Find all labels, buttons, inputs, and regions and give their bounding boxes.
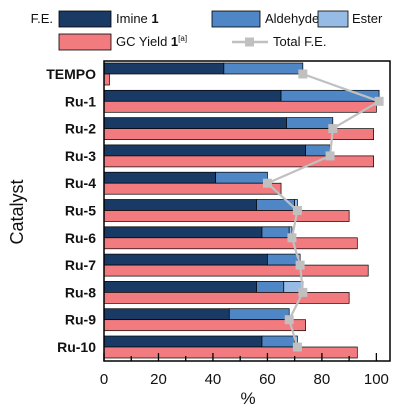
bar-aldehyde-ru-2 (286, 117, 334, 129)
bar-imine-ru-3 (103, 144, 306, 157)
plot-frame (103, 60, 391, 362)
x-tick-label-100: 100 (364, 371, 389, 388)
category-label-ru-8: Ru-8 (65, 284, 96, 300)
total-fe-marker-ru-2 (328, 124, 338, 134)
total-fe-marker-tempo (298, 69, 308, 79)
bar-imine-ru-10 (103, 335, 263, 348)
x-tick-label-0: 0 (100, 371, 108, 388)
bar-imine-ru-5 (103, 199, 257, 211)
bar-gc-yield-ru-5 (103, 210, 350, 222)
x-tick-label-60: 60 (259, 371, 276, 388)
bar-aldehyde-ru-9 (228, 308, 290, 321)
bar-gc-yield-ru-6 (103, 237, 358, 250)
bar-aldehyde-ru-10 (261, 335, 296, 348)
category-label-ru-3: Ru-3 (65, 148, 96, 164)
bar-gc-yield-ru-4 (103, 182, 282, 195)
total-fe-marker-ru-8 (298, 287, 308, 297)
bar-imine-ru-2 (103, 117, 287, 129)
bar-imine-ru-6 (103, 226, 263, 239)
legend-swatch-aldehyde (211, 10, 261, 28)
legend-swatch-gc (58, 33, 112, 51)
total-fe-marker-ru-6 (287, 233, 297, 243)
bar-aldehyde-ru-6 (261, 226, 290, 239)
total-fe-marker-ru-5 (292, 206, 302, 215)
legend-swatch-ester (317, 10, 349, 28)
bar-gc-yield-ru-7 (103, 264, 369, 277)
bar-aldehyde-ru-5 (256, 199, 296, 211)
legend-label-ester: Ester (352, 11, 383, 26)
x-tick-label-80: 80 (314, 371, 331, 388)
category-label-ru-7: Ru-7 (65, 257, 96, 273)
legend-label-imine: Imine 1 (116, 11, 159, 26)
total-fe-marker-ru-9 (284, 315, 294, 325)
category-label-ru-1: Ru-1 (65, 93, 96, 109)
bar-imine-ru-9 (103, 308, 230, 321)
bar-gc-yield-ru-8 (103, 292, 350, 304)
bar-aldehyde-ru-4 (215, 171, 268, 184)
total-fe-marker-ru-3 (325, 151, 335, 161)
bar-aldehyde-ru-8 (256, 281, 285, 293)
total-fe-marker-ru-10 (292, 342, 302, 352)
bar-aldehyde-ru-7 (267, 253, 298, 266)
legend-marker-total (245, 37, 254, 47)
bar-imine-ru-7 (103, 253, 268, 266)
bar-aldehyde-tempo (223, 62, 304, 75)
x-axis-title: % (240, 389, 255, 408)
bar-gc-yield-ru-1 (103, 100, 377, 113)
legend-label-gc: GC Yield 1[a] (116, 34, 187, 49)
category-label-tempo: TEMPO (46, 66, 96, 82)
bar-imine-tempo (103, 62, 225, 75)
legend-swatch-imine (58, 10, 112, 28)
legend: F.E. Imine 1 Aldehyde Ester GC Yield 1[a… (31, 10, 383, 51)
category-label-ru-5: Ru-5 (65, 203, 96, 219)
legend-label-total: Total F.E. (273, 34, 326, 49)
total-fe-marker-ru-7 (295, 260, 305, 270)
total-fe-marker-ru-4 (262, 178, 272, 188)
bar-imine-ru-8 (103, 281, 257, 293)
bar-imine-ru-4 (103, 171, 217, 184)
bar-imine-ru-1 (103, 89, 282, 102)
bar-gc-yield-ru-9 (103, 319, 306, 332)
x-axis-ticks: 0 20 40 60 80 100 (100, 353, 389, 388)
category-label-ru-10: Ru-10 (57, 339, 96, 355)
bar-gc-yield-tempo (103, 73, 110, 86)
x-tick-label-20: 20 (150, 371, 167, 388)
legend-label-aldehyde: Aldehyde (265, 11, 319, 26)
total-fe-marker-ru-1 (374, 96, 384, 106)
bar-gc-yield-ru-10 (103, 346, 358, 359)
total-fe-line (262, 69, 384, 352)
x-tick-label-40: 40 (205, 371, 222, 388)
bars (103, 62, 380, 359)
category-label-ru-6: Ru-6 (65, 230, 96, 246)
category-label-ru-9: Ru-9 (65, 312, 96, 328)
category-label-ru-2: Ru-2 (65, 121, 96, 137)
category-labels: TEMPO Ru-1 Ru-2 Ru-3 Ru-4 Ru-5 Ru-6 Ru-7 Ru-8 Ru-… (46, 66, 96, 355)
category-label-ru-4: Ru-4 (65, 175, 96, 191)
y-axis-title: Catalyst (7, 179, 27, 244)
legend-prefix: F.E. (31, 11, 53, 26)
